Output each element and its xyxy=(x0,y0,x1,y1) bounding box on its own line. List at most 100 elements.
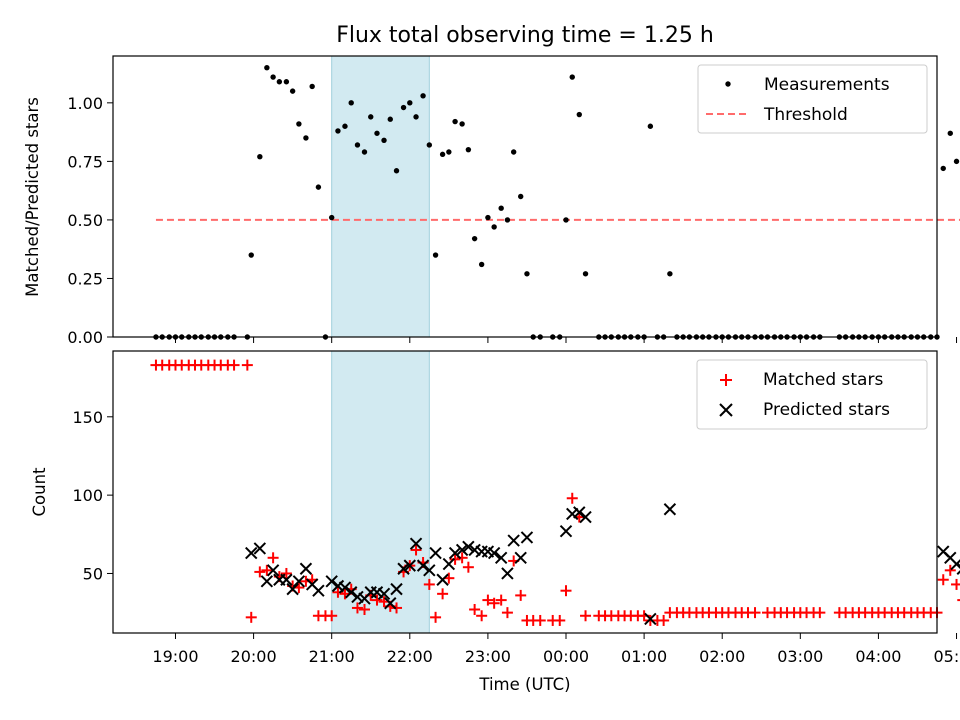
top-legend-box xyxy=(697,64,928,134)
bottom-y-tick-label: 150 xyxy=(72,408,103,427)
measurement-point xyxy=(400,104,407,111)
measurement-point xyxy=(413,114,419,120)
measurement-point xyxy=(248,252,254,258)
matched-star-marker xyxy=(254,566,266,578)
matched-star-marker xyxy=(566,492,578,504)
measurement-point xyxy=(407,100,413,106)
matched-star-marker xyxy=(326,610,338,622)
bottom-legend-box xyxy=(696,359,928,430)
predicted-star-marker xyxy=(390,582,403,596)
matched-star-marker xyxy=(351,602,363,614)
bottom-x-tick-label: 03:00 xyxy=(777,647,823,666)
legend-matched-label: Matched stars xyxy=(763,370,883,390)
bottom-x-tick-label: 22:00 xyxy=(387,647,433,666)
measurement-point xyxy=(283,79,290,85)
legend-measurement-marker xyxy=(725,81,731,87)
predicted-star-marker xyxy=(442,557,456,571)
matched-star-marker xyxy=(449,553,461,565)
matched-star-marker xyxy=(515,589,527,601)
predicted-star-marker xyxy=(579,510,592,524)
matched-star-marker xyxy=(410,544,422,556)
bottom-x-tick-label: 05:00 xyxy=(933,647,960,666)
measurement-point xyxy=(335,128,341,134)
measurement-point xyxy=(315,184,322,190)
measurement-point xyxy=(471,235,478,242)
predicted-star-marker xyxy=(520,531,534,544)
measurement-point xyxy=(647,123,654,129)
top-y-tick-label: 0.50 xyxy=(67,211,103,230)
top-axes-frame xyxy=(112,55,938,338)
matched-star-marker xyxy=(462,561,474,573)
measurement-point xyxy=(354,142,361,148)
measurement-point xyxy=(576,111,582,118)
measurement-point xyxy=(518,193,524,200)
matched-star-marker xyxy=(267,552,279,564)
measurement-point xyxy=(569,74,575,80)
matched-star-marker xyxy=(488,597,500,609)
predicted-star-marker xyxy=(423,564,436,577)
bottom-x-tick-label: 00:00 xyxy=(543,647,589,666)
measurement-point xyxy=(257,153,263,160)
predicted-star-marker xyxy=(260,575,274,588)
predicted-star-marker xyxy=(403,559,417,572)
bottom-x-tick-label: 23:00 xyxy=(465,647,511,666)
measurement-point xyxy=(459,121,465,127)
measurement-point xyxy=(465,146,472,153)
top-y-tick-label: 1.00 xyxy=(67,94,103,113)
predicted-star-marker xyxy=(312,584,325,597)
bottom-y-tick-label: 50 xyxy=(83,564,103,583)
top-axis-ticks: 0.00 0.25 0.50 0.75 1.00 xyxy=(67,94,958,347)
bottom-x-tick-label: 20:00 xyxy=(231,647,277,666)
measurement-point xyxy=(270,74,276,80)
matched-star-marker xyxy=(658,614,670,626)
predicted-star-marker xyxy=(253,542,267,555)
measurement-point xyxy=(947,130,953,136)
predicted-star-marker xyxy=(338,581,352,594)
matched-star-marker xyxy=(245,611,257,623)
bottom-x-tick-label: 01:00 xyxy=(621,647,667,666)
predicted-star-marker xyxy=(462,540,475,554)
matched-star-marker xyxy=(937,574,949,586)
predicted-star-marker xyxy=(397,562,410,575)
predicted-star-marker xyxy=(384,597,397,610)
measurement-point xyxy=(524,271,530,277)
matched-star-marker xyxy=(482,594,494,606)
measurement-point xyxy=(289,88,296,94)
measurement-point xyxy=(368,114,374,120)
predicted-star-marker xyxy=(280,573,293,586)
predicted-stars-points xyxy=(245,503,960,626)
measurement-point xyxy=(432,252,439,258)
predicted-star-marker xyxy=(514,551,527,565)
matched-star-marker xyxy=(241,359,253,371)
top-y-axis-label: Matched/Predicted stars xyxy=(23,97,42,297)
matched-star-marker xyxy=(560,585,572,597)
measurement-point xyxy=(485,214,491,221)
measurement-point xyxy=(478,261,485,268)
measurement-point xyxy=(667,271,673,277)
matched-star-marker xyxy=(358,604,370,615)
measurement-point xyxy=(498,205,504,211)
measurement-point xyxy=(276,79,283,85)
matched-star-marker xyxy=(423,578,435,590)
matched-star-marker xyxy=(554,614,566,626)
measurement-point xyxy=(381,137,387,143)
predicted-star-marker xyxy=(507,534,520,547)
measurement-point xyxy=(582,271,589,277)
top-y-tick-label: 0.00 xyxy=(67,328,103,347)
top-panel: 0.00 0.25 0.50 0.75 1.00 Flux total observin… xyxy=(23,23,960,347)
legend-measurements-label: Measurements xyxy=(764,75,890,95)
bottom-x-tick-label: 04:00 xyxy=(855,647,901,666)
matched-star-marker xyxy=(749,607,761,619)
chart-title: Flux total observing time = 1.25 h xyxy=(336,23,714,48)
predicted-star-marker xyxy=(245,546,258,560)
measurement-point xyxy=(374,130,380,136)
matched-star-marker xyxy=(501,607,513,619)
top-highlight-span xyxy=(331,55,430,338)
bottom-y-tick-label: 100 xyxy=(72,486,103,505)
measurement-point xyxy=(439,151,446,158)
matched-star-marker xyxy=(228,359,240,371)
measurement-point xyxy=(953,158,960,165)
measurement-point xyxy=(264,65,270,71)
legend-threshold-label: Threshold xyxy=(763,105,848,125)
